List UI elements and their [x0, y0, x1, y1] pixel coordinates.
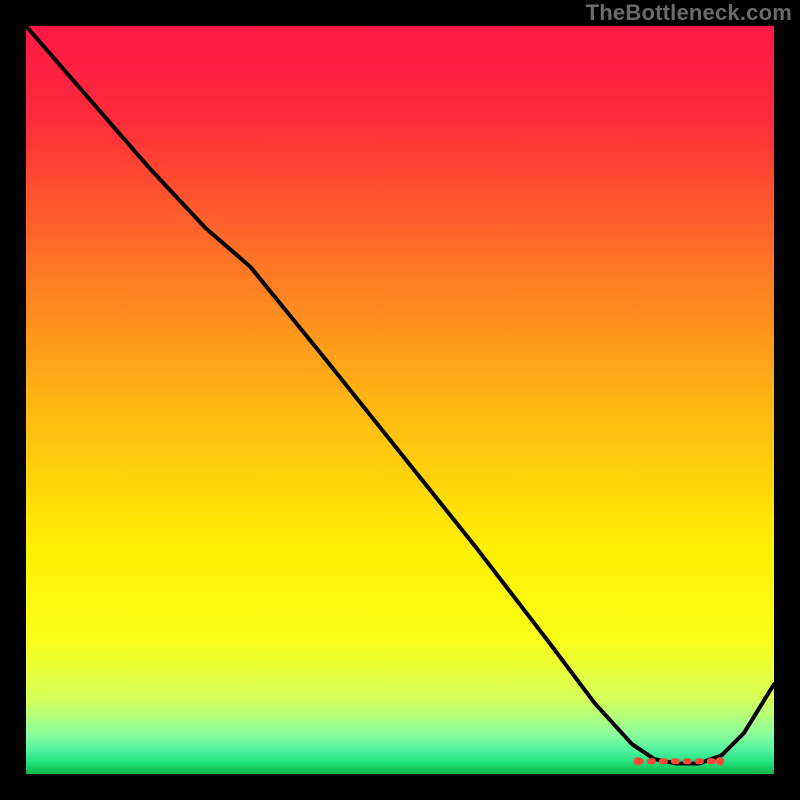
chart-root: TheBottleneck.com	[0, 0, 800, 800]
plot-area	[26, 26, 774, 774]
plot-svg	[26, 26, 774, 774]
attribution-text: TheBottleneck.com	[586, 0, 792, 26]
marker-cap-left	[634, 757, 642, 765]
plot-background	[26, 26, 774, 774]
marker-cap-right	[716, 757, 724, 765]
